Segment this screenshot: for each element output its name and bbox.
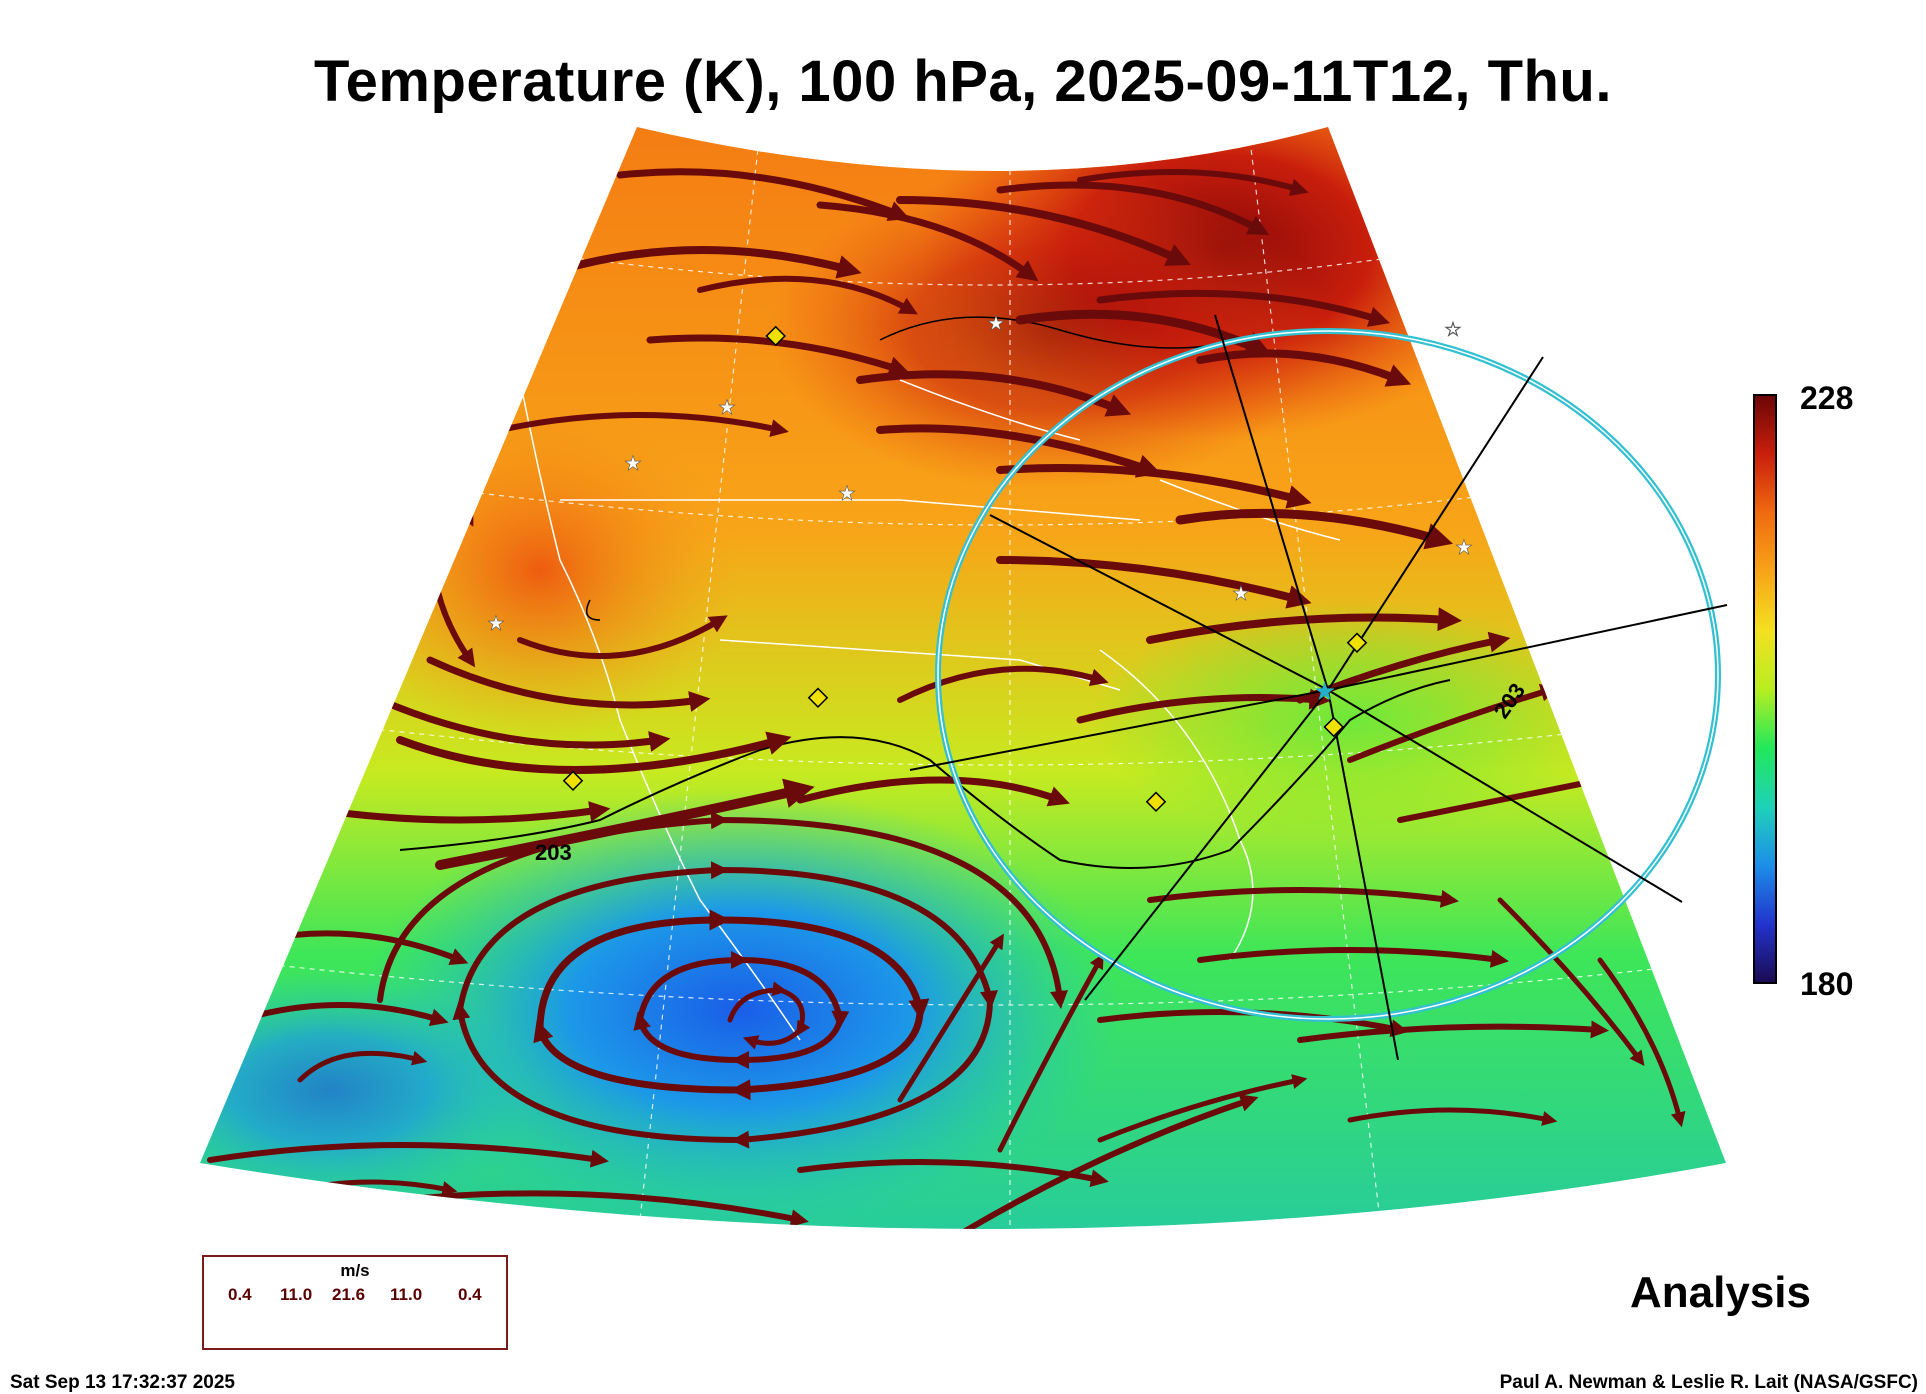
- streamline: [1297, 1020, 1609, 1043]
- colorbar-max-label: 228: [1800, 380, 1854, 416]
- wind-speed-legend: m/s 0.4 11.0 21.6 11.0 0.4: [202, 1255, 508, 1350]
- streamline: [377, 811, 1068, 1009]
- station-diamond-icon: [562, 770, 584, 791]
- streamline: [897, 933, 1004, 1103]
- center-star-icon: ★: [1313, 676, 1336, 706]
- streamline: [616, 168, 910, 221]
- streamline: [1197, 947, 1509, 968]
- station-diamond-icon: [1323, 716, 1344, 738]
- streamline: [1096, 289, 1391, 327]
- legend-value: 0.4: [458, 1285, 482, 1304]
- streamline: [856, 370, 1132, 417]
- range-ring: [935, 328, 1721, 1022]
- streamline: [517, 615, 728, 659]
- streamline: [1497, 897, 1645, 1066]
- legend-unit: m/s: [340, 1261, 370, 1280]
- streamline: [237, 1002, 449, 1027]
- streamline: [1175, 508, 1453, 550]
- streamline: [1347, 1107, 1558, 1126]
- colorbar-min-label: 180: [1800, 966, 1854, 1002]
- streamline: [1097, 1074, 1308, 1143]
- streamline: [947, 1094, 1259, 1229]
- streamline: [996, 181, 1270, 236]
- legend-value: 0.4: [228, 1285, 252, 1304]
- streamline: [426, 656, 711, 712]
- streamline: [797, 1159, 1109, 1188]
- streamline: [1597, 957, 1686, 1128]
- station-star-icon: ★: [624, 453, 642, 475]
- credit: Paul A. Newman & Leslie R. Lait (NASA/GS…: [1499, 1372, 1918, 1393]
- streamline: [1196, 349, 1412, 387]
- map-title: Temperature (K), 100 hPa, 2025-09-11T12,…: [314, 49, 1612, 114]
- station-diamond-icon: [807, 687, 829, 708]
- streamline: [556, 246, 862, 279]
- station-star-icon: ★: [487, 613, 505, 635]
- streamline: [996, 556, 1312, 609]
- colorbar: [1753, 394, 1777, 984]
- streamline: [1397, 772, 1609, 823]
- streamline: [996, 464, 1312, 509]
- streamline: [297, 1050, 428, 1083]
- contour-line: [585, 599, 601, 621]
- streamline: [1347, 683, 1559, 763]
- streamline: [449, 377, 483, 527]
- streamline: [1146, 607, 1462, 644]
- streamline: [1077, 169, 1309, 197]
- radial-lines: [909, 314, 1728, 1061]
- legend-value: 11.0: [280, 1285, 313, 1304]
- streamline: [316, 801, 611, 824]
- streamline: [376, 696, 671, 752]
- station-stars: ★ ★ ★ ★ ★ ★ ★ ☆: [487, 313, 1474, 636]
- station-star-icon: ★: [987, 313, 1005, 335]
- streamline: [997, 953, 1104, 1153]
- streamline: [896, 196, 1191, 266]
- contour-label: 203: [535, 840, 572, 865]
- analysis-label: Analysis: [1630, 1268, 1811, 1317]
- streamline: [207, 1142, 609, 1168]
- station-star-icon: ☆: [1444, 319, 1462, 341]
- legend-value: 11.0: [390, 1285, 423, 1304]
- timestamp: Sat Sep 13 17:32:37 2025: [10, 1372, 235, 1393]
- streamline: [396, 731, 792, 774]
- contour-line: [879, 316, 1241, 349]
- station-diamond-icon: [1346, 632, 1368, 653]
- station-star-icon: ★: [838, 483, 856, 505]
- streamline: [497, 412, 789, 437]
- station-star-icon: ★: [718, 397, 736, 419]
- streamline: [897, 665, 1109, 703]
- station-diamond-icon: [1145, 791, 1167, 812]
- station-star-icon: ★: [1232, 583, 1250, 605]
- streamline: [697, 275, 918, 315]
- station-star-icon: ★: [1455, 537, 1473, 559]
- streamline: [876, 424, 1162, 478]
- streamline: [816, 201, 1039, 282]
- station-diamond-icon: [765, 325, 786, 347]
- station-markers: [562, 325, 1368, 812]
- streamline: [1147, 887, 1459, 908]
- legend-value: 21.6: [332, 1285, 366, 1304]
- streamline: [796, 776, 1070, 807]
